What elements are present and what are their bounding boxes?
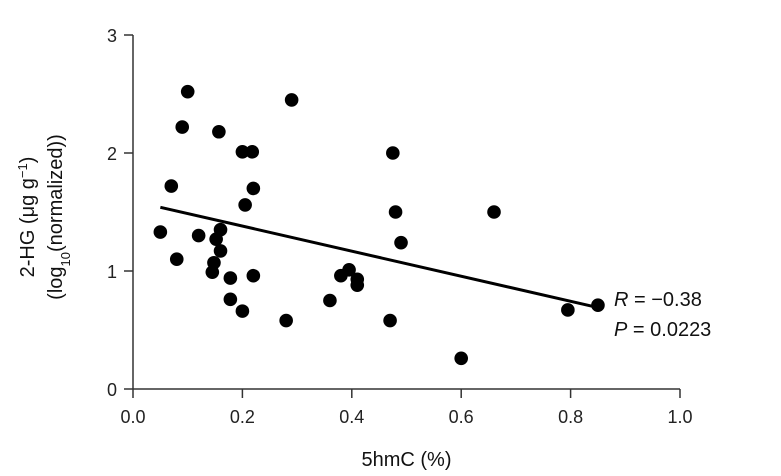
data-point — [388, 205, 403, 219]
data-point — [394, 235, 408, 250]
ylabel-l2-open: (log — [45, 266, 67, 299]
ylabel-l1-main: 2-HG (μg g — [17, 178, 39, 277]
y-tick-label: 3 — [107, 26, 117, 46]
data-point — [591, 298, 605, 313]
p-value-annotation: P = 0.0223 — [614, 319, 711, 341]
ylabel-l2-sub: 10 — [58, 252, 73, 266]
x-tick-label: 0.0 — [120, 407, 145, 427]
x-tick-label: 0.8 — [558, 407, 583, 427]
data-point — [342, 263, 356, 277]
data-point — [153, 225, 168, 239]
ylabel-l1-close: ) — [17, 157, 39, 164]
data-point — [383, 313, 397, 328]
data-point — [213, 222, 228, 237]
p-symbol: P — [614, 319, 628, 341]
x-tick-label: 0.6 — [449, 407, 474, 427]
y-tick-label: 0 — [107, 380, 117, 400]
y-ticks: 0 1 2 3 — [107, 26, 133, 400]
data-point — [487, 205, 501, 219]
data-point — [207, 255, 221, 270]
y-tick-label: 2 — [107, 144, 117, 164]
data-point — [175, 120, 190, 134]
ylabel-l1-sup: −1 — [15, 163, 30, 178]
correlation-annotation: R = −0.38 — [614, 289, 702, 311]
data-point — [386, 146, 400, 160]
data-point — [454, 351, 469, 366]
trend-line — [160, 205, 599, 310]
data-point — [223, 271, 238, 285]
data-points — [153, 84, 605, 366]
ylabel-l2-rest: (normalized)) — [45, 134, 67, 252]
data-point — [279, 313, 293, 328]
data-point — [191, 228, 206, 243]
x-tick-label: 1.0 — [667, 407, 692, 427]
data-point — [246, 268, 261, 283]
data-point — [213, 244, 228, 258]
data-point — [223, 292, 238, 307]
data-point — [323, 293, 337, 308]
x-tick-label: 0.4 — [339, 407, 364, 427]
x-ticks: 0.0 0.2 0.4 0.6 0.8 1.0 — [120, 389, 693, 427]
data-point — [235, 145, 250, 159]
x-tick-label: 0.2 — [230, 407, 255, 427]
data-point — [350, 278, 365, 292]
data-point — [169, 252, 184, 266]
data-point — [238, 198, 252, 212]
data-point — [561, 303, 575, 317]
x-axis-label: 5hmC (%) — [361, 449, 451, 471]
y-axis-label-line2: (log10(normalized)) — [45, 134, 73, 300]
p-value: = 0.0223 — [627, 319, 711, 341]
y-axis-label-line1: 2-HG (μg g−1) — [15, 157, 40, 278]
data-point — [180, 84, 195, 99]
y-tick-label: 1 — [107, 262, 117, 282]
data-point — [212, 124, 226, 139]
r-symbol: R — [614, 289, 628, 311]
data-point — [245, 145, 260, 159]
data-point — [284, 93, 299, 107]
data-point — [164, 179, 179, 193]
y-axis-label: 2-HG (μg g−1) (log10(normalized)) — [15, 134, 73, 300]
data-point — [235, 304, 250, 318]
data-point — [246, 181, 261, 196]
r-value: = −0.38 — [628, 289, 701, 311]
axes: 0 1 2 3 0.0 0.2 0.4 0.6 0.8 1.0 — [107, 26, 693, 427]
